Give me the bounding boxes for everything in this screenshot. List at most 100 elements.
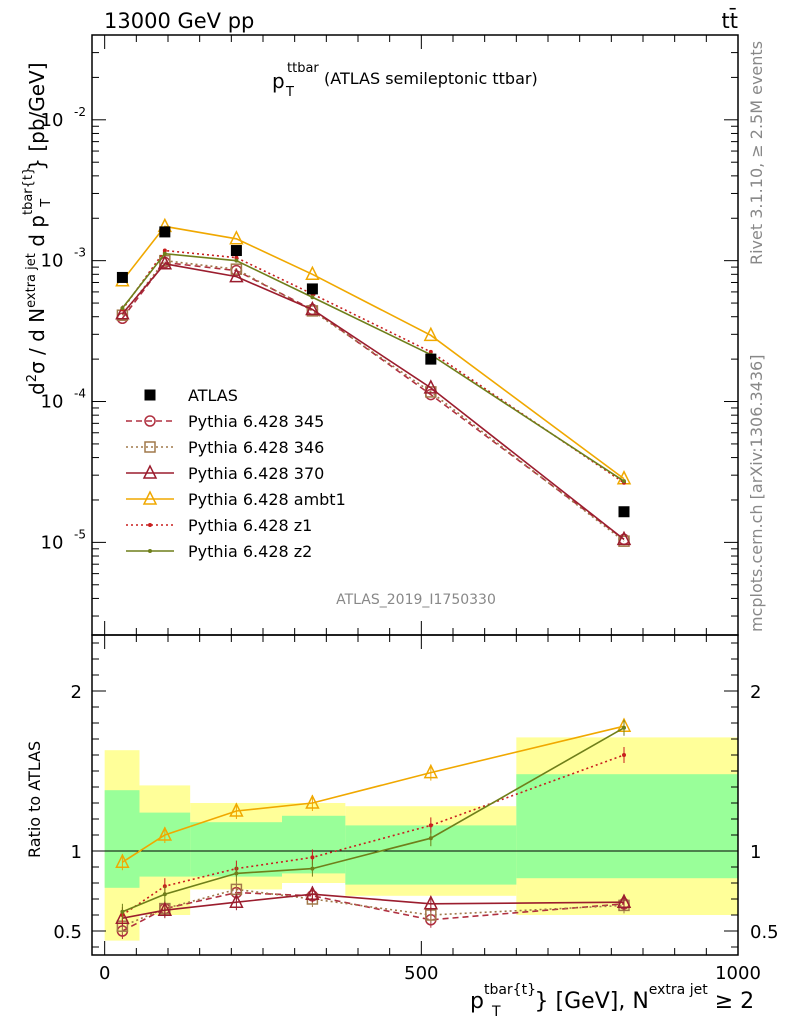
point-z1 (162, 248, 167, 253)
ratio-series (115, 717, 632, 939)
legend-marker-z2 (148, 549, 152, 553)
legend-marker-z1 (148, 523, 152, 527)
x-axis-label: ptbar{t} T} [GeV], Nextra jet ≥ 2 (470, 982, 754, 1020)
ratio-tick-label: 2 (71, 682, 82, 703)
series-line-ambt1 (121, 225, 625, 480)
legend-marker-ambt1 (142, 490, 158, 505)
ratio-line-p370 (122, 893, 625, 919)
data-point (116, 271, 128, 283)
ratio-point-ambt1 (157, 826, 173, 841)
series-line-p370 (121, 262, 625, 541)
axes: 10 -5 10 -4 10 -3 10 -2 0.5 0.5 1 1 2 2 0 500 1000 (41, 34, 779, 984)
data-point (306, 283, 318, 295)
ratio-point-p370 (423, 895, 439, 910)
y-tick-label: 10 (41, 392, 64, 413)
x-tick-label: 500 (404, 963, 438, 984)
ratio-frame (91, 634, 739, 956)
band-inner (282, 815, 346, 874)
legend-label: Pythia 6.428 370 (188, 464, 324, 483)
point-ambt1 (305, 265, 320, 281)
ratio-point-p370 (157, 901, 173, 916)
ratio-point-p370 (305, 885, 320, 900)
point-z1 (428, 349, 433, 354)
data-point (618, 506, 630, 518)
ratio-tick-label: 1 (71, 842, 82, 863)
ratio-point-p370 (616, 893, 632, 908)
main-series (115, 217, 632, 547)
ratio-tick-label: 0.5 (53, 922, 82, 943)
x-tick-label: 1000 (715, 963, 761, 984)
band-inner (139, 812, 191, 877)
point-z2 (120, 306, 125, 311)
title-rest: (ATLAS semileptonic ttbar) (324, 69, 538, 88)
point-p370 (305, 300, 320, 316)
point-ambt1 (229, 230, 244, 245)
point-ambt1 (423, 326, 439, 342)
ratio-point-ambt1 (423, 763, 439, 779)
rivet-label: Rivet 3.1.10, ≥ 2.5M events (747, 41, 766, 265)
legend-label: Pythia 6.428 345 (188, 412, 324, 431)
ratio-point-z1 (310, 855, 315, 860)
y-tick-exp: -3 (74, 246, 86, 260)
legend-label: Pythia 6.428 z1 (188, 516, 312, 535)
point-z2 (234, 258, 239, 263)
point-p370 (616, 530, 632, 546)
point-z1 (234, 255, 239, 260)
ratio-line-z2 (122, 727, 625, 913)
point-p370 (423, 379, 439, 394)
legend-label: Pythia 6.428 346 (188, 438, 324, 457)
point-z2 (622, 479, 626, 484)
ratio-point-z2 (622, 725, 626, 730)
data-point (159, 226, 171, 238)
ratio-bands (92, 737, 738, 941)
ratio-point-z1 (622, 753, 626, 757)
ratio-point-p370 (229, 893, 244, 908)
energy-label: 13000 GeV pp (104, 9, 254, 33)
plot-title: p (272, 69, 285, 93)
ratio-point-z2 (120, 909, 125, 914)
analysis-label: ATLAS_2019_I1750330 (336, 592, 496, 608)
series-line-z2 (121, 252, 625, 482)
title-main: p (272, 69, 285, 93)
ratio-point-p370 (115, 909, 130, 924)
y-tick-label: 10 (41, 110, 64, 131)
y-tick-exp: -2 (74, 105, 86, 119)
ratio-point-z2 (234, 871, 239, 876)
legend-marker-p345 (144, 415, 156, 427)
point-p370 (229, 267, 244, 283)
ratio-axis-label: Ratio to ATLAS (25, 741, 44, 858)
point-z2 (310, 295, 315, 300)
ratio-tick-label-right: 0.5 (750, 922, 779, 943)
ratio-point-z2 (428, 836, 433, 841)
ratio-point-ambt1 (115, 853, 130, 868)
band-inner (516, 774, 738, 879)
ratio-point-z2 (310, 866, 315, 871)
series-line-p345 (121, 261, 625, 541)
ratio-tick-label-right: 2 (750, 682, 761, 703)
band-inner (104, 790, 140, 888)
legend-marker-p370 (142, 464, 158, 479)
ratio-point-ambt1 (229, 802, 244, 817)
data-point (425, 353, 437, 365)
ratio-point-z1 (428, 823, 433, 828)
ratio-point-z2 (162, 892, 167, 897)
y-tick-label: 10 (41, 251, 64, 272)
ratio-point-ambt1 (305, 794, 320, 809)
legend: ATLAS Pythia 6.428 345 Pythia 6.428 346 Pyt… (126, 386, 346, 561)
y-tick-exp: -4 (74, 387, 86, 401)
data-point (230, 245, 242, 257)
title-sup: ttbar (287, 61, 319, 76)
legend-marker-p346 (144, 441, 156, 453)
mcplots-label: mcplots.cern.ch [arXiv:1306.3436] (747, 355, 766, 632)
ratio-line-p345 (122, 891, 625, 932)
y-axis-label: d2σ / d Nextra jet d ptbar{t} T} [pb/GeV] (21, 62, 54, 395)
ratio-tick-label-right: 1 (750, 842, 761, 863)
ylabel-d2sigma: d (25, 382, 49, 395)
process-label: tt̄ (722, 8, 738, 33)
title-sub: T (285, 85, 294, 100)
legend-label: Pythia 6.428 z2 (188, 542, 312, 561)
legend-label: Pythia 6.428 ambt1 (188, 490, 346, 509)
y-tick-label: 10 (41, 532, 64, 553)
x-tick-label: 0 (99, 963, 110, 984)
